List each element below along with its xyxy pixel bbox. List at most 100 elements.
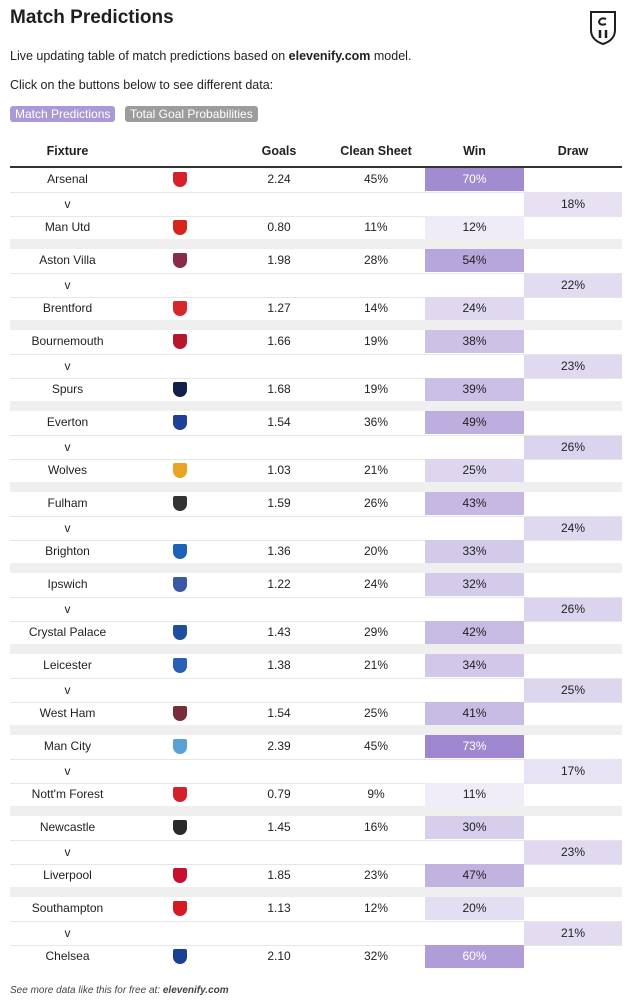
win-probability: 38%	[425, 330, 524, 353]
goals-value: 1.54	[267, 706, 291, 720]
team-name: West Ham	[39, 706, 96, 720]
table-row: v 17%	[10, 759, 622, 784]
intro-site-link[interactable]: elevenify.com	[288, 49, 371, 63]
table-row: Leicester 1.38 21% 34%	[10, 654, 622, 677]
table-row: Brighton 1.36 20% 33%	[10, 540, 622, 563]
match-divider	[10, 320, 622, 330]
col-fixture: Fixture	[46, 144, 89, 158]
versus-label: v	[64, 440, 71, 454]
goals-value: 1.22	[267, 577, 291, 591]
clean-sheet-value: 23%	[363, 868, 389, 882]
versus-label: v	[64, 926, 71, 940]
clean-sheet-value: 19%	[363, 334, 389, 348]
crest-cell	[172, 492, 188, 515]
win-probability: 25%	[425, 459, 524, 482]
team-name: Arsenal	[47, 172, 88, 186]
versus-label: v	[64, 845, 71, 859]
versus-label: v	[64, 197, 71, 211]
table-row: Fulham 1.59 26% 43%	[10, 492, 622, 515]
draw-probability: 18%	[524, 193, 622, 216]
chelsea-crest-icon	[173, 949, 187, 964]
table-row: Everton 1.54 36% 49%	[10, 411, 622, 434]
goals-value: 1.54	[267, 415, 291, 429]
table-row: Nott'm Forest 0.79 9% 11%	[10, 783, 622, 806]
match-block: Ipswich 1.22 24% 32% v 26% Crystal Palace 1.43 2…	[10, 573, 622, 644]
team-name: Aston Villa	[39, 253, 96, 267]
west-ham-crest-icon	[173, 706, 187, 721]
footer-site-link[interactable]: elevenify.com	[162, 985, 229, 996]
match-block: Bournemouth 1.66 19% 38% v 23% Spurs 1.68 19% 39%	[10, 330, 622, 401]
crest-cell	[172, 735, 188, 758]
match-divider	[10, 887, 622, 897]
match-divider	[10, 482, 622, 492]
team-name: Bournemouth	[31, 334, 104, 348]
crest-cell	[172, 330, 188, 353]
clean-sheet-value: 29%	[363, 625, 389, 639]
clean-sheet-value: 11%	[364, 220, 388, 234]
team-name: Man City	[43, 739, 92, 753]
versus-label: v	[64, 764, 71, 778]
clean-sheet-value: 45%	[363, 739, 389, 753]
clean-sheet-value: 32%	[363, 949, 389, 963]
match-block: Everton 1.54 36% 49% v 26% Wolves 1.03 21% 25%	[10, 411, 622, 482]
fulham-crest-icon	[173, 496, 187, 511]
win-probability: 43%	[425, 492, 524, 515]
win-probability: 49%	[425, 411, 524, 434]
table-row: Newcastle 1.45 16% 30%	[10, 816, 622, 839]
table-row: v 21%	[10, 921, 622, 946]
crest-cell	[172, 297, 188, 320]
draw-probability: 23%	[524, 355, 622, 378]
versus-label: v	[64, 683, 71, 697]
clean-sheet-value: 21%	[363, 463, 389, 477]
win-probability: 47%	[425, 864, 524, 887]
total-goal-probabilities-button[interactable]: Total Goal Probabilities	[125, 106, 258, 122]
draw-probability: 26%	[524, 598, 622, 621]
goals-value: 1.45	[267, 820, 291, 834]
team-name: Brighton	[45, 544, 90, 558]
table-header: Fixture Goals Clean Sheet Win Draw	[10, 142, 622, 168]
goals-value: 1.36	[267, 544, 291, 558]
goals-value: 1.66	[267, 334, 291, 348]
brentford-crest-icon	[173, 301, 187, 316]
match-block: Fulham 1.59 26% 43% v 24% Brighton 1.36 20% 33%	[10, 492, 622, 563]
crest-cell	[172, 864, 188, 887]
match-divider	[10, 644, 622, 654]
table-row: Arsenal 2.24 45% 70%	[10, 168, 622, 191]
crest-cell	[172, 540, 188, 563]
ipswich-crest-icon	[173, 577, 187, 592]
match-predictions-button[interactable]: Match Predictions	[10, 106, 116, 122]
goals-value: 2.10	[267, 949, 291, 963]
table-row: Ipswich 1.22 24% 32%	[10, 573, 622, 596]
match-divider	[10, 806, 622, 816]
table-row: v 26%	[10, 435, 622, 460]
nottm-forest-crest-icon	[173, 787, 187, 802]
brighton-crest-icon	[173, 544, 187, 559]
team-name: Leicester	[43, 658, 92, 672]
table-row: v 23%	[10, 354, 622, 379]
clean-sheet-value: 45%	[363, 172, 389, 186]
liverpool-crest-icon	[173, 868, 187, 883]
page-title: Match Predictions	[10, 7, 174, 28]
match-block: Newcastle 1.45 16% 30% v 23% Liverpool 1.85 23% 4…	[10, 816, 622, 887]
versus-label: v	[64, 359, 71, 373]
match-divider	[10, 563, 622, 573]
clean-sheet-value: 21%	[363, 658, 389, 672]
table-row: Wolves 1.03 21% 25%	[10, 459, 622, 482]
crest-cell	[172, 249, 188, 272]
versus-label: v	[64, 602, 71, 616]
elevenify-logo-icon	[590, 11, 616, 46]
draw-probability: 22%	[524, 274, 622, 297]
clean-sheet-value: 25%	[363, 706, 389, 720]
crest-cell	[172, 459, 188, 482]
table-row: v 25%	[10, 678, 622, 703]
win-probability: 11%	[425, 783, 524, 806]
table-row: Southampton 1.13 12% 20%	[10, 897, 622, 920]
man-city-crest-icon	[173, 739, 187, 754]
win-probability: 41%	[425, 702, 524, 725]
newcastle-crest-icon	[173, 820, 187, 835]
win-probability: 20%	[425, 897, 524, 920]
team-name: Newcastle	[39, 820, 96, 834]
match-divider	[10, 239, 622, 249]
match-block: Southampton 1.13 12% 20% v 21% Chelsea 2.10 32% 6…	[10, 897, 622, 968]
goals-value: 0.79	[267, 787, 291, 801]
